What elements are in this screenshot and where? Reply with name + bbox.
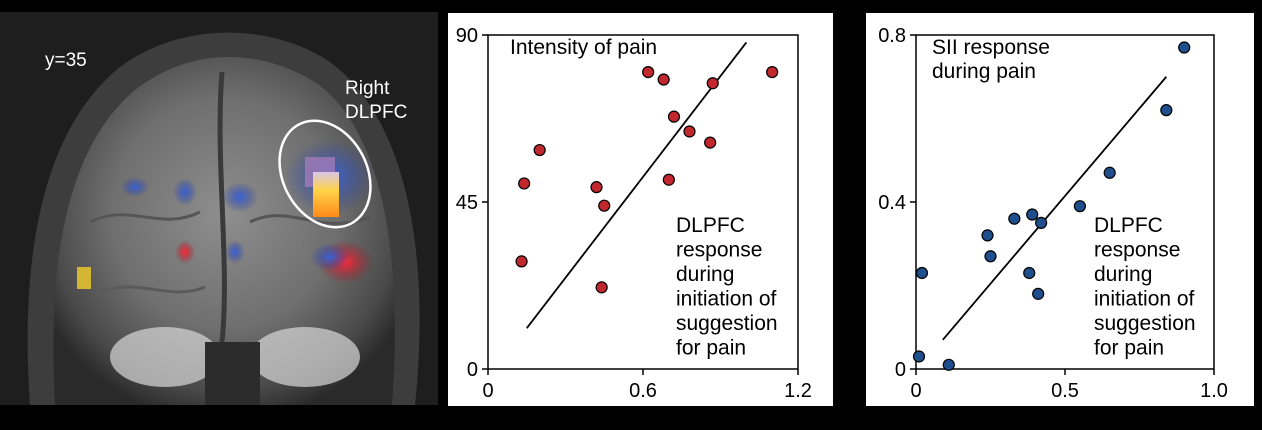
y-tick-label: 0.4 — [878, 192, 906, 214]
annotation-line: for pain — [1094, 337, 1164, 360]
pain-intensity-scatter-chart: 0 0.6 1.2 0 45 90 Intensity of pain DLPFCrespon… — [448, 13, 833, 406]
y-tick-label: 0 — [895, 359, 906, 381]
annotation-line: DLPFC — [1094, 214, 1163, 237]
data-point — [683, 125, 696, 138]
data-point — [657, 73, 670, 86]
region-label-line1: Right — [345, 78, 390, 99]
data-point — [667, 110, 681, 123]
annotation-line: for pain — [676, 337, 746, 360]
data-point — [1026, 208, 1039, 221]
data-point — [915, 266, 929, 280]
x-tick-label: 1.0 — [1200, 380, 1228, 402]
annotation-line: suggestion — [1094, 312, 1196, 335]
annotation-line: suggestion — [676, 312, 778, 335]
chart-background — [448, 13, 833, 406]
data-point — [942, 358, 955, 371]
annotation-line: initiation of — [676, 288, 777, 311]
annotation-line: response — [1094, 239, 1180, 262]
data-point — [533, 143, 546, 157]
x-tick-label: 0 — [910, 380, 921, 402]
annotation-line: response — [676, 239, 762, 262]
annotation-line: during — [676, 263, 734, 286]
pain-intensity-chart-panel: 0 0.6 1.2 0 45 90 Intensity of pain DLPFC respon… — [448, 0, 848, 425]
data-point — [1073, 200, 1086, 213]
y-tick-label: 0.8 — [878, 25, 906, 47]
chart-title-line: during pain — [932, 60, 1036, 83]
data-point — [1032, 287, 1045, 300]
chart-title-line: Intensity of pain — [510, 36, 657, 59]
annotation-line: during — [1094, 263, 1152, 286]
sii-response-chart-panel: 0 0.5 1.0 0 0.4 0.8 SII response during pain DLP… — [858, 0, 1262, 425]
y-tick-label: 45 — [456, 192, 478, 214]
data-point — [981, 229, 994, 242]
data-point — [515, 255, 528, 268]
region-label-line2: DLPFC — [345, 102, 407, 123]
x-tick-label: 0.6 — [629, 380, 657, 402]
x-tick-label: 0.5 — [1051, 380, 1079, 402]
brain-image: y=35 Right DLPFC — [0, 12, 438, 406]
x-tick-label: 0 — [482, 380, 493, 402]
chart-title-line: SII response — [932, 36, 1050, 59]
data-point — [1023, 266, 1036, 280]
regression-line — [526, 41, 748, 329]
y-tick-label: 90 — [456, 25, 478, 47]
y-tick-label: 0 — [467, 359, 478, 381]
data-point — [984, 250, 997, 263]
slice-label: y=35 — [45, 50, 87, 71]
data-point — [766, 66, 779, 79]
data-point — [706, 77, 719, 90]
annotation-line: initiation of — [1094, 288, 1195, 311]
regression-line — [942, 76, 1168, 341]
data-point — [1008, 212, 1021, 225]
data-point — [590, 181, 603, 194]
annotation-line: DLPFC — [676, 214, 745, 237]
data-point — [518, 177, 531, 190]
data-point — [704, 136, 717, 149]
dlpfc-outline — [278, 119, 372, 229]
brain-image-panel: y=35 Right DLPFC — [0, 12, 438, 406]
data-point — [1035, 216, 1048, 229]
data-point — [912, 350, 926, 363]
data-point — [598, 199, 611, 212]
data-point — [642, 66, 655, 79]
data-point — [1103, 166, 1116, 179]
data-point — [662, 173, 675, 186]
data-point — [1160, 104, 1173, 117]
x-tick-label: 1.2 — [784, 380, 812, 402]
data-point — [1178, 41, 1191, 54]
chart-background — [866, 13, 1254, 406]
data-point — [595, 281, 608, 294]
